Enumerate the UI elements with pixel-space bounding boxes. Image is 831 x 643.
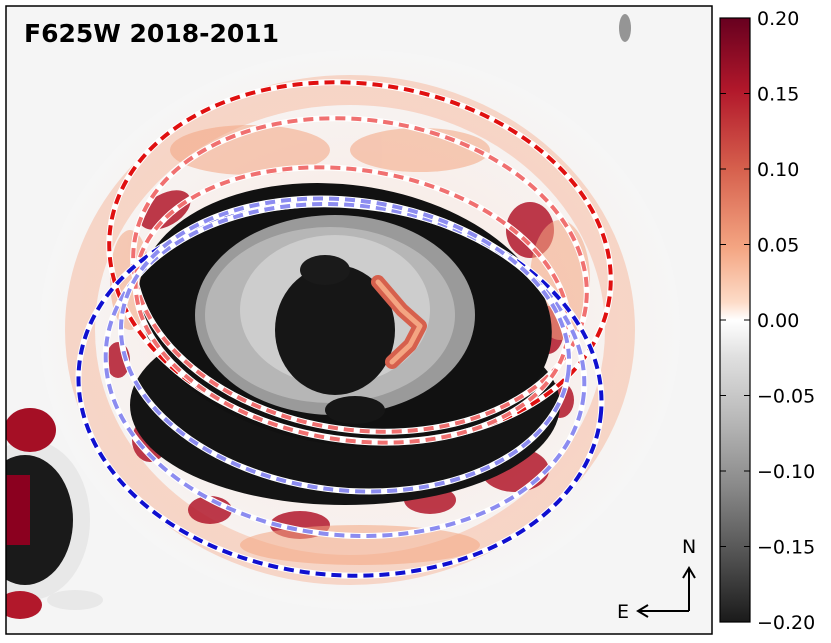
image-frame <box>5 5 713 635</box>
difference-image: F625W 2018-2011 N E <box>6 6 712 634</box>
compass <box>636 566 696 618</box>
colorbar-tick-label: −0.05 <box>757 386 815 408</box>
colorbar-tick-label: 0.15 <box>757 84 799 106</box>
colorbar-tick-label: 0.10 <box>757 159 799 181</box>
panel-title: F625W 2018-2011 <box>24 19 279 48</box>
compass-north-label: N <box>682 536 696 558</box>
colorbar-tick-label: −0.15 <box>757 537 815 559</box>
light-blue-ellipses <box>102 195 588 540</box>
colorbar-tick-label: −0.10 <box>757 461 815 483</box>
colorbar-tick-label: −0.20 <box>757 612 815 634</box>
colorbar-tick-label: 0.05 <box>757 235 799 257</box>
colorbar-tick-label: 0.00 <box>757 310 799 332</box>
bright-star <box>6 408 103 619</box>
colorbar: 0.20 0.15 0.10 0.05 0.00 −0.05 −0.10 −0.15 −0.20 <box>719 8 815 634</box>
outer-halo <box>65 75 635 585</box>
colorbar-tick-label: 0.20 <box>757 8 799 30</box>
compass-east-label: E <box>617 601 629 623</box>
